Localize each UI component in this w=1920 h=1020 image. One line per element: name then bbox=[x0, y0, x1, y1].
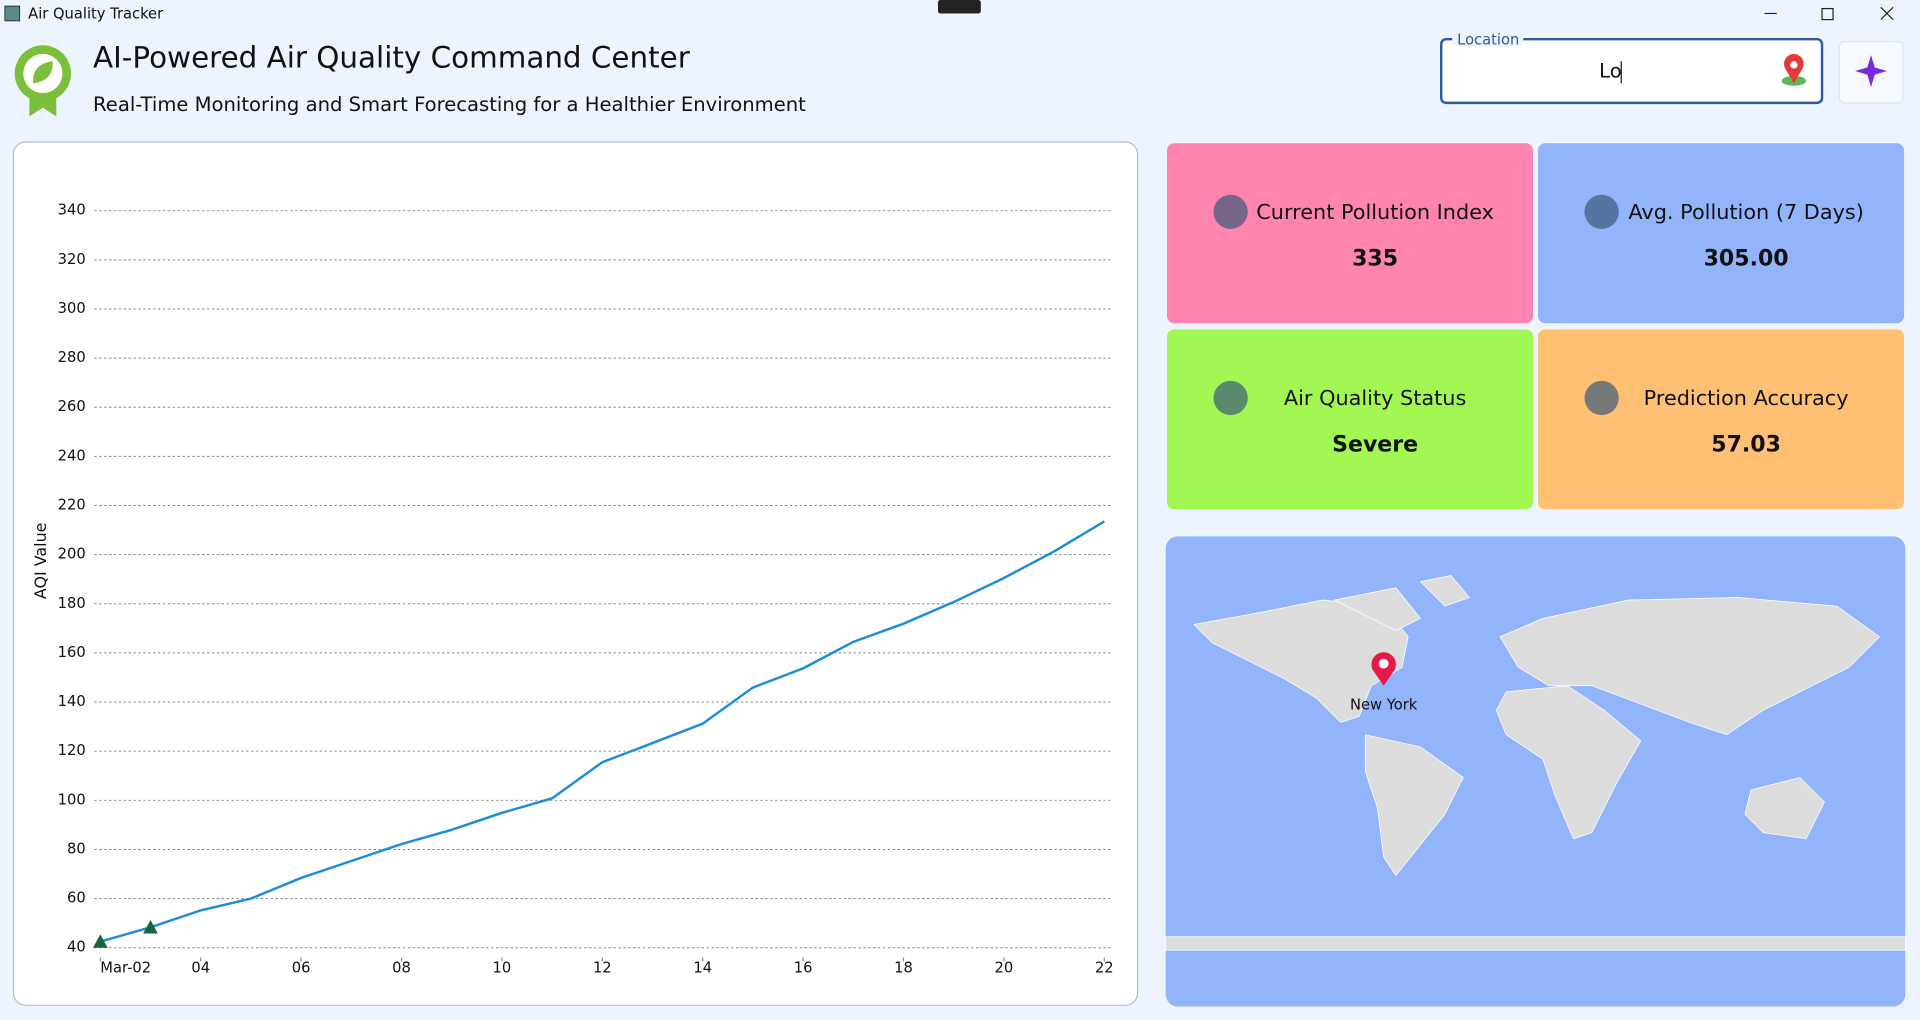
stat-card bbox=[1537, 143, 1905, 324]
y-tick-label: 220 bbox=[58, 497, 86, 514]
stat-cards: Current Pollution Index 335 Avg. Pollution… bbox=[1166, 143, 1905, 510]
x-tick-label: 22 bbox=[1095, 960, 1114, 977]
card-value: Severe bbox=[1332, 433, 1418, 458]
x-tick-label: 16 bbox=[794, 960, 813, 977]
x-tick-label: 04 bbox=[191, 960, 210, 977]
location-input[interactable] bbox=[1440, 37, 1824, 105]
y-tick-label: 140 bbox=[58, 693, 86, 710]
card-value: 305.00 bbox=[1704, 247, 1789, 272]
y-tick-label: 300 bbox=[58, 300, 86, 317]
drag-handle[interactable] bbox=[937, 0, 981, 14]
y-tick-label: 320 bbox=[58, 251, 86, 268]
chart-panel bbox=[12, 141, 1139, 1006]
y-axis-label: AQI Value bbox=[31, 523, 50, 600]
point-marker bbox=[143, 919, 158, 934]
card-label: Current Pollution Index bbox=[1256, 200, 1494, 224]
map-marker-label: New York bbox=[1350, 696, 1418, 713]
location-label: Location bbox=[1457, 31, 1519, 48]
x-tick-label: 10 bbox=[493, 960, 512, 977]
x-tick-label: 12 bbox=[593, 960, 612, 977]
y-tick-label: 340 bbox=[58, 202, 86, 219]
point-marker bbox=[92, 934, 108, 948]
logo bbox=[14, 45, 72, 117]
y-tick-label: 160 bbox=[58, 644, 86, 661]
ai-sparkle-icon bbox=[1855, 55, 1887, 87]
header-subtitle: Real-Time Monitoring and Smart Forecasti… bbox=[93, 93, 806, 116]
stat-card bbox=[1537, 329, 1905, 510]
card-icon bbox=[1584, 194, 1619, 229]
card-label: Avg. Pollution (7 Days) bbox=[1628, 200, 1863, 224]
y-tick-label: 80 bbox=[67, 840, 86, 857]
stat-card bbox=[1166, 143, 1534, 324]
x-tick-label: 14 bbox=[693, 960, 712, 977]
aqi-line bbox=[99, 520, 1105, 943]
x-tick-label: Mar-02 bbox=[100, 960, 151, 977]
y-tick-label: 40 bbox=[67, 939, 86, 956]
y-tick-label: 60 bbox=[67, 890, 86, 907]
y-tick-label: 100 bbox=[58, 791, 86, 808]
map-marker[interactable] bbox=[1371, 652, 1396, 686]
x-tick-label: 18 bbox=[894, 960, 913, 977]
close-button[interactable] bbox=[1880, 6, 1894, 21]
card-icon bbox=[1213, 194, 1248, 229]
card-label: Air Quality Status bbox=[1284, 386, 1466, 410]
map-panel: New York bbox=[1165, 536, 1906, 1007]
card-label: Prediction Accuracy bbox=[1644, 386, 1849, 410]
x-tick-label: 06 bbox=[292, 960, 311, 977]
window-title: Air Quality Tracker bbox=[28, 6, 164, 23]
app-icon bbox=[4, 5, 21, 22]
card-value: 57.03 bbox=[1711, 433, 1781, 458]
y-tick-label: 200 bbox=[58, 546, 86, 563]
restore-button[interactable] bbox=[1821, 7, 1834, 21]
x-tick-label: 20 bbox=[995, 960, 1014, 977]
header-title: AI-Powered Air Quality Command Center bbox=[93, 40, 691, 74]
card-icon bbox=[1584, 380, 1619, 416]
label-backdrop bbox=[1452, 31, 1524, 47]
location-pin-icon[interactable] bbox=[1781, 54, 1807, 86]
continents bbox=[1165, 575, 1906, 951]
y-tick-label: 240 bbox=[58, 447, 86, 464]
plot-area: 40 60 80 100 120 140 160 180 200 220 240 260 280 300 3… bbox=[58, 202, 1114, 977]
card-value: 335 bbox=[1352, 247, 1398, 272]
y-tick-label: 260 bbox=[58, 398, 86, 415]
y-tick-label: 280 bbox=[58, 349, 86, 366]
y-tick-label: 180 bbox=[58, 595, 86, 612]
card-icon bbox=[1213, 380, 1248, 416]
location-value: Lo bbox=[1599, 60, 1622, 83]
stat-card bbox=[1166, 329, 1534, 510]
y-tick-label: 120 bbox=[58, 742, 86, 759]
x-tick-label: 08 bbox=[392, 960, 411, 977]
